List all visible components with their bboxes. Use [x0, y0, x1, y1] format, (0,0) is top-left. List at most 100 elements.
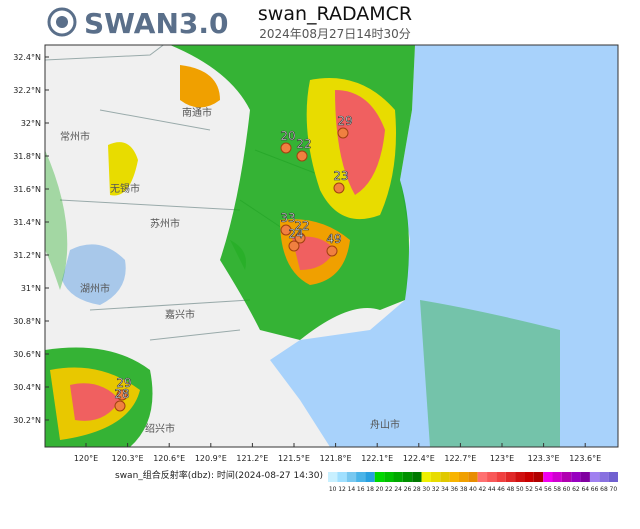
legend-swatch: [374, 472, 385, 482]
cell-label: 20: [280, 129, 295, 143]
place-label: 常州市: [60, 130, 90, 143]
legend-level: 46: [497, 486, 505, 493]
legend-swatch: [505, 472, 516, 482]
title: swan_RADAMCR: [258, 3, 412, 25]
place-label: 湖州市: [80, 282, 110, 295]
place-label: 南通市: [182, 106, 212, 119]
cell-label: 28: [114, 387, 129, 401]
storm-cell: [294, 232, 306, 244]
legend-swatch: [440, 472, 450, 482]
lon-label: 120.6°E: [153, 454, 185, 463]
legend-level: 50: [516, 486, 524, 493]
echo-yellow: [108, 142, 138, 196]
legend-level: 16: [357, 486, 365, 493]
legend-level: 60: [563, 486, 571, 493]
lon-label: 123.3°E: [528, 454, 560, 463]
place-label: 舟山市: [370, 418, 400, 431]
legend-level: 34: [441, 486, 449, 493]
legend-level: 68: [600, 486, 608, 493]
cell-label: 22: [294, 219, 309, 233]
echo-red: [70, 383, 120, 421]
legend-level: 32: [432, 486, 440, 493]
legend-swatch: [515, 472, 525, 482]
legend-caption: swan_组合反射率(dbz): 时间(2024-08-27 14:30): [115, 469, 323, 481]
lat-label: 32.4°N: [13, 53, 41, 62]
legend-level: 18: [366, 486, 374, 493]
legend-swatch: [421, 472, 431, 482]
lon-label: 122.7°E: [444, 454, 476, 463]
legend-level: 14: [348, 486, 356, 493]
legend-swatch: [608, 472, 618, 482]
legend-swatch: [346, 472, 357, 482]
legend-swatch: [402, 472, 413, 482]
cell-label: 49: [326, 232, 341, 246]
legend-level: 26: [404, 486, 412, 493]
legend-swatch: [430, 472, 441, 482]
lon-label: 121.8°E: [320, 454, 352, 463]
legend-level: 56: [544, 486, 552, 493]
legend-swatch: [487, 472, 497, 482]
lat-label: 30.8°N: [13, 317, 41, 326]
legend-level: 48: [507, 486, 515, 493]
legend-swatch: [468, 472, 478, 482]
lat-label: 32.2°N: [13, 86, 41, 95]
legend-swatch: [561, 472, 572, 482]
legend-swatch: [449, 472, 459, 482]
legend-swatch: [384, 472, 394, 482]
legend-swatch: [552, 472, 562, 482]
cell-label: 29: [116, 376, 131, 390]
map-frame: [44, 44, 619, 448]
place-label: 绍兴市: [145, 422, 175, 435]
storm-cell: [337, 127, 349, 139]
legend-swatch: [533, 472, 544, 482]
cell-label: 24: [288, 227, 303, 241]
lon-label: 120.9°E: [195, 454, 227, 463]
cell-label: 22: [296, 137, 311, 151]
legend-level: 64: [581, 486, 589, 493]
legend-swatch: [496, 472, 506, 482]
storm-cell: [296, 150, 308, 162]
legend-level: 54: [535, 486, 543, 493]
lat-label: 30.2°N: [13, 416, 41, 425]
lat-label: 31°N: [21, 284, 41, 293]
legend-swatch: [589, 472, 600, 482]
echo-orange: [180, 65, 220, 108]
cell-label: 29: [337, 114, 352, 128]
legend-swatch: [458, 472, 469, 482]
legend-level: 28: [413, 486, 421, 493]
legend-swatch: [477, 472, 488, 482]
lat-label: 30.4°N: [13, 383, 41, 392]
lon-label: 123°E: [490, 454, 514, 463]
legend-level: 10: [329, 486, 337, 493]
echo-red: [292, 236, 335, 270]
storm-cell: [288, 240, 300, 252]
legend-swatch: [337, 472, 347, 482]
map: [45, 45, 618, 447]
legend-swatch: [365, 472, 375, 482]
legend-swatch: [393, 472, 403, 482]
legend-level: 20: [376, 486, 384, 493]
legend-level: 62: [572, 486, 580, 493]
logo-icon-core: [56, 16, 68, 28]
legend-swatch: [580, 472, 590, 482]
echo-light: [45, 150, 560, 447]
storm-cell: [280, 224, 292, 236]
place-label: 苏州市: [150, 217, 180, 230]
legend-swatch: [599, 472, 609, 482]
legend-swatch: [524, 472, 534, 482]
lat-label: 31.4°N: [13, 218, 41, 227]
legend-level: 24: [394, 486, 402, 493]
storm-cell: [326, 245, 338, 257]
legend-swatch: [543, 472, 553, 482]
lon-label: 121.5°E: [278, 454, 310, 463]
legend-level: 44: [488, 486, 496, 493]
lake: [62, 244, 126, 305]
lon-label: 122.1°E: [361, 454, 393, 463]
lat-label: 32°N: [21, 119, 41, 128]
echo-red: [335, 90, 385, 195]
legend-level: 66: [591, 486, 599, 493]
legend-level: 52: [525, 486, 533, 493]
lon-label: 120.3°E: [112, 454, 144, 463]
cell-label: 33: [280, 211, 295, 225]
